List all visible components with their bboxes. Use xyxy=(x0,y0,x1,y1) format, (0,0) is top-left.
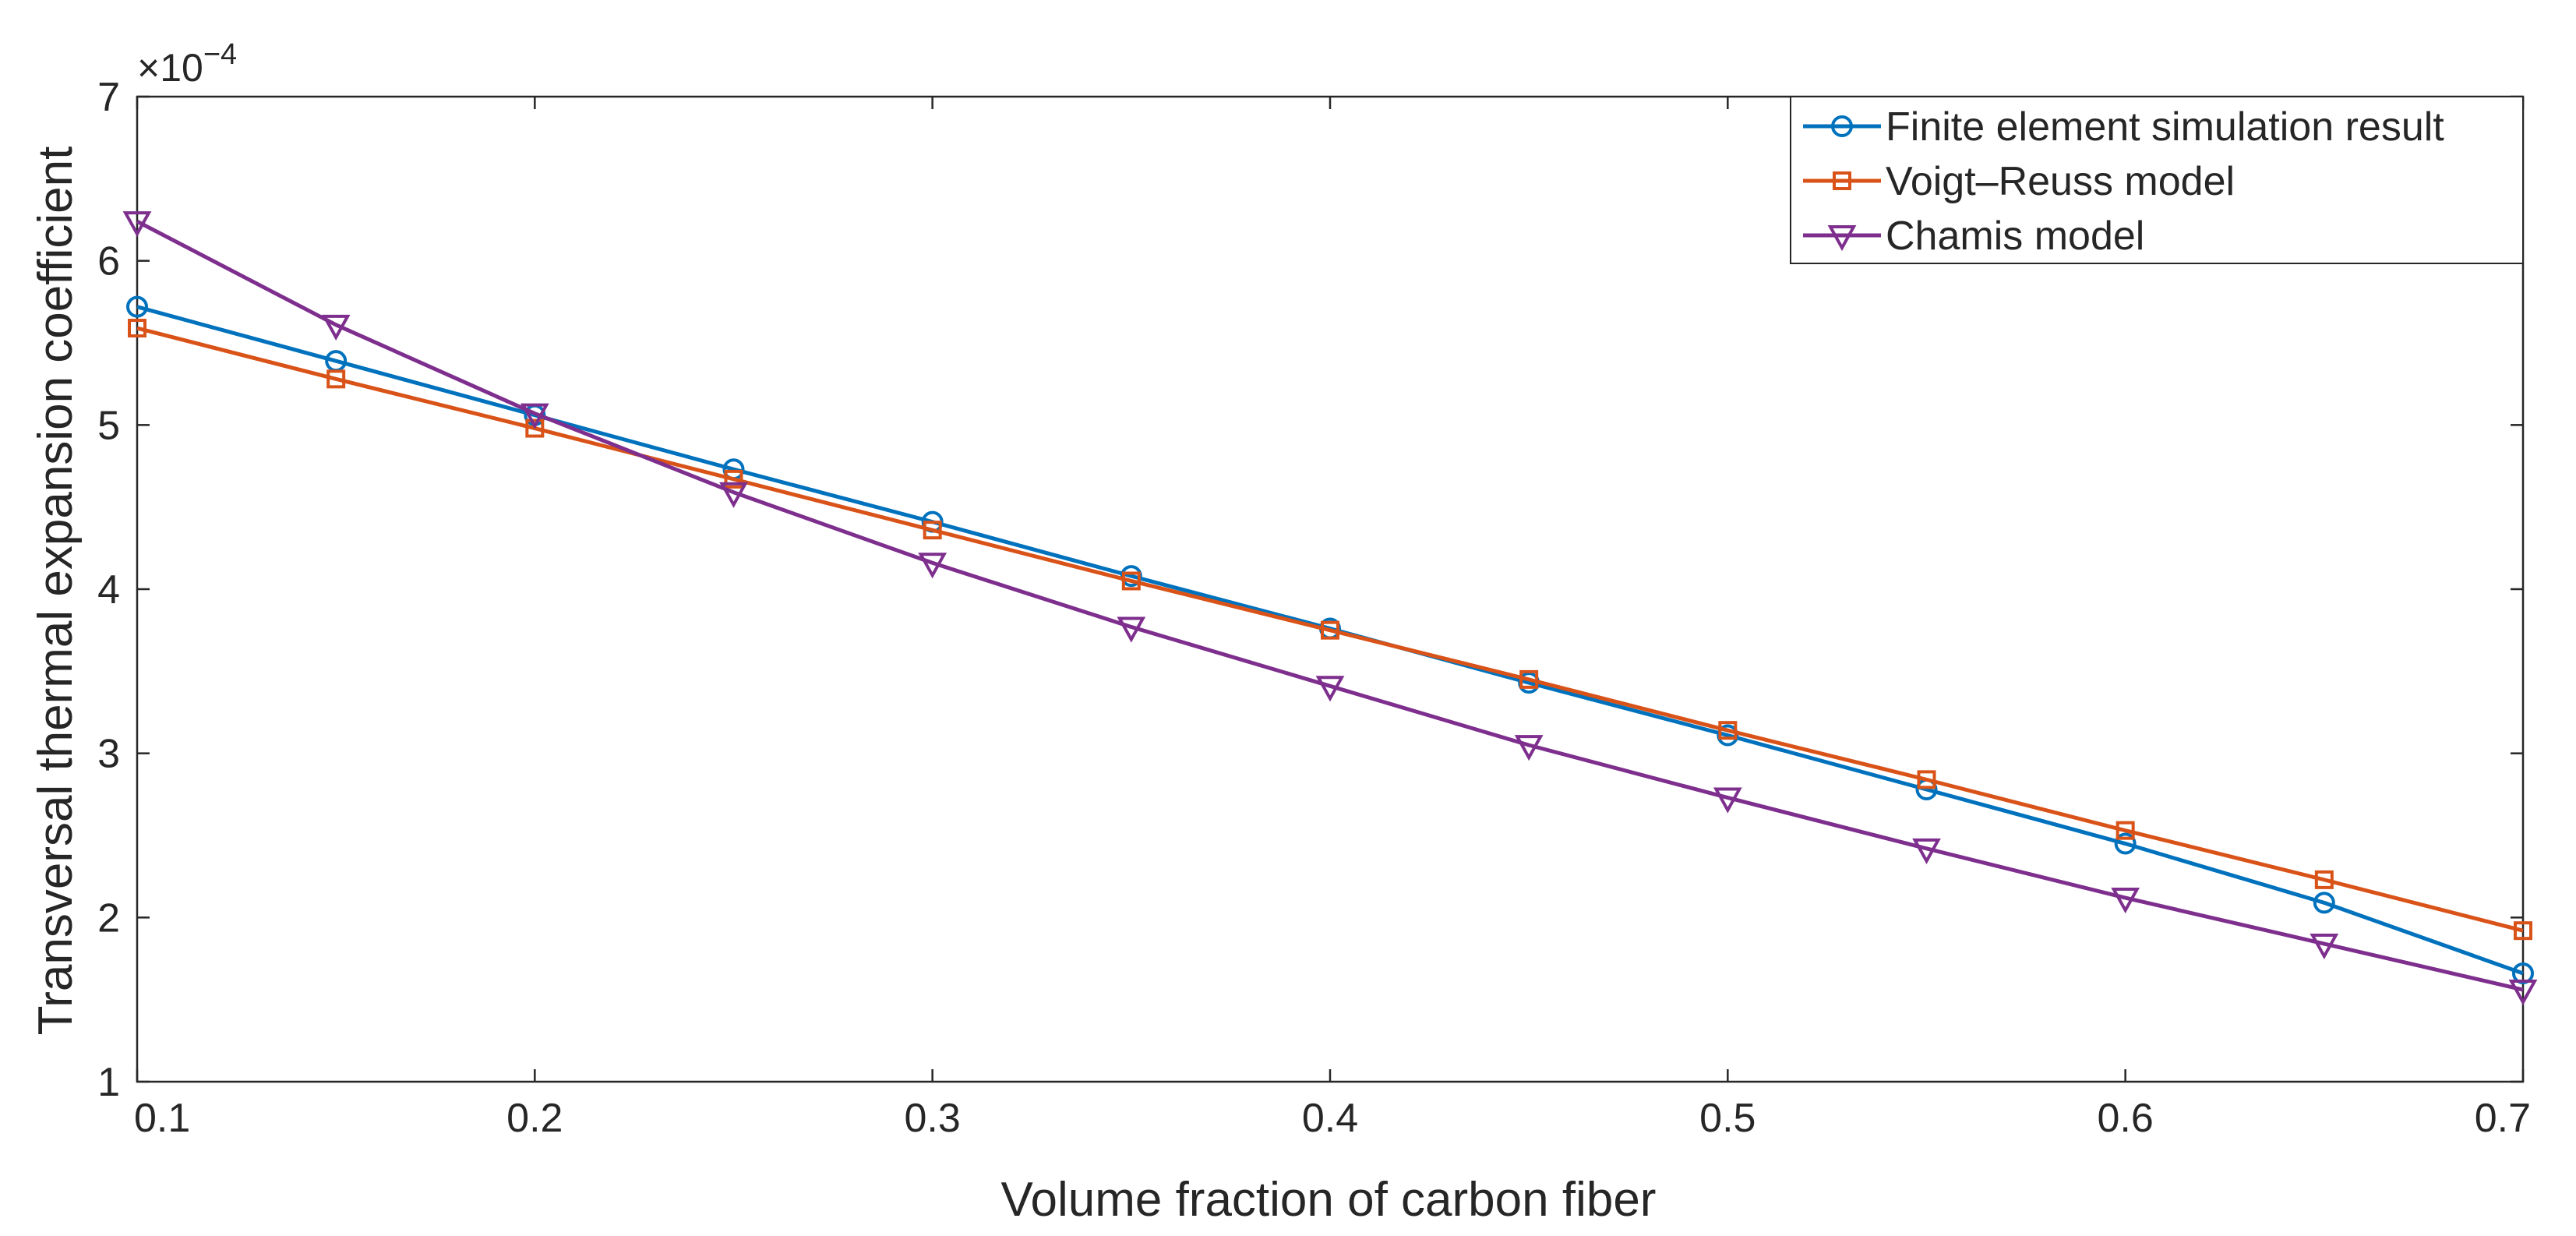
y-tick-label: 3 xyxy=(97,732,120,777)
legend-marker xyxy=(1831,115,1853,137)
series-line xyxy=(136,219,2524,992)
data-point xyxy=(128,319,146,338)
y-multiplier-label: ×10−4 xyxy=(137,38,237,90)
y-tick-label: 4 xyxy=(97,567,120,613)
data-point xyxy=(724,469,743,489)
data-point xyxy=(525,418,545,438)
data-point xyxy=(2313,892,2335,914)
x-tick-label: 0.7 xyxy=(2475,1096,2531,1141)
data-point xyxy=(122,211,152,238)
legend-item-3: Chamis model xyxy=(1803,214,2144,259)
data-point xyxy=(2115,821,2135,840)
data-point xyxy=(2111,888,2140,914)
data-point xyxy=(326,369,346,389)
series-2 xyxy=(128,319,2532,941)
data-point xyxy=(1321,620,1339,640)
data-point xyxy=(126,295,148,318)
data-point xyxy=(2514,921,2532,941)
data-point xyxy=(520,403,549,429)
data-point xyxy=(2310,934,2339,960)
legend: Finite element simulation result Voigt–Re… xyxy=(1790,96,2524,264)
data-point xyxy=(2114,832,2137,855)
legend-marker xyxy=(1827,225,1857,252)
y-multiplier-exponent: −4 xyxy=(203,38,237,71)
x-tick-label: 0.1 xyxy=(134,1096,190,1141)
x-axis-label: Volume fraction of carbon fiber xyxy=(1001,1173,1657,1227)
series-3 xyxy=(122,211,2538,1006)
data-point xyxy=(1718,721,1738,740)
y-multiplier-base: ×10 xyxy=(137,46,203,90)
data-point xyxy=(2314,870,2334,889)
y-tick-label: 2 xyxy=(97,895,120,941)
series-layer xyxy=(122,211,2538,1006)
series-line xyxy=(136,326,2524,933)
data-point xyxy=(1117,616,1146,643)
x-tick-label: 0.4 xyxy=(1302,1096,1358,1141)
axes: 0.1 0.2 0.3 0.4 0.5 0.6 0.7 1 2 3 4 5 6 7 xyxy=(97,75,2531,1141)
x-tick-label: 0.5 xyxy=(1699,1096,1756,1141)
y-tick-label: 5 xyxy=(97,403,120,448)
data-point xyxy=(2508,980,2538,1006)
legend-item-2: Voigt–Reuss model xyxy=(1803,159,2235,204)
data-point xyxy=(1917,770,1936,789)
y-tick-label: 7 xyxy=(97,75,120,120)
x-tick-label: 0.2 xyxy=(506,1096,563,1141)
legend-label: Finite element simulation result xyxy=(1886,104,2444,150)
legend-item-1: Finite element simulation result xyxy=(1803,104,2444,150)
data-point xyxy=(1121,571,1141,591)
data-point xyxy=(1912,838,1941,864)
data-point xyxy=(1713,787,1742,814)
data-point xyxy=(1519,669,1539,689)
data-point xyxy=(1514,735,1544,761)
legend-box xyxy=(1790,96,2524,264)
x-tick-label: 0.3 xyxy=(905,1096,961,1141)
data-point xyxy=(1315,676,1345,702)
y-tick-label: 6 xyxy=(97,239,120,284)
data-point xyxy=(918,553,947,579)
legend-marker xyxy=(1833,171,1851,190)
legend-label: Chamis model xyxy=(1886,214,2144,259)
x-tick-label: 0.6 xyxy=(2098,1096,2154,1141)
data-point xyxy=(321,314,351,341)
labels: Volume fraction of carbon fiber Transver… xyxy=(29,38,1656,1227)
y-tick-label: 1 xyxy=(97,1060,120,1105)
series-line xyxy=(136,305,2524,976)
series-1 xyxy=(126,295,2534,984)
y-axis-label: Transversal thermal expansion coefficien… xyxy=(29,147,83,1036)
legend-label: Voigt–Reuss model xyxy=(1886,159,2235,204)
data-point xyxy=(923,521,942,540)
data-point xyxy=(719,482,748,508)
